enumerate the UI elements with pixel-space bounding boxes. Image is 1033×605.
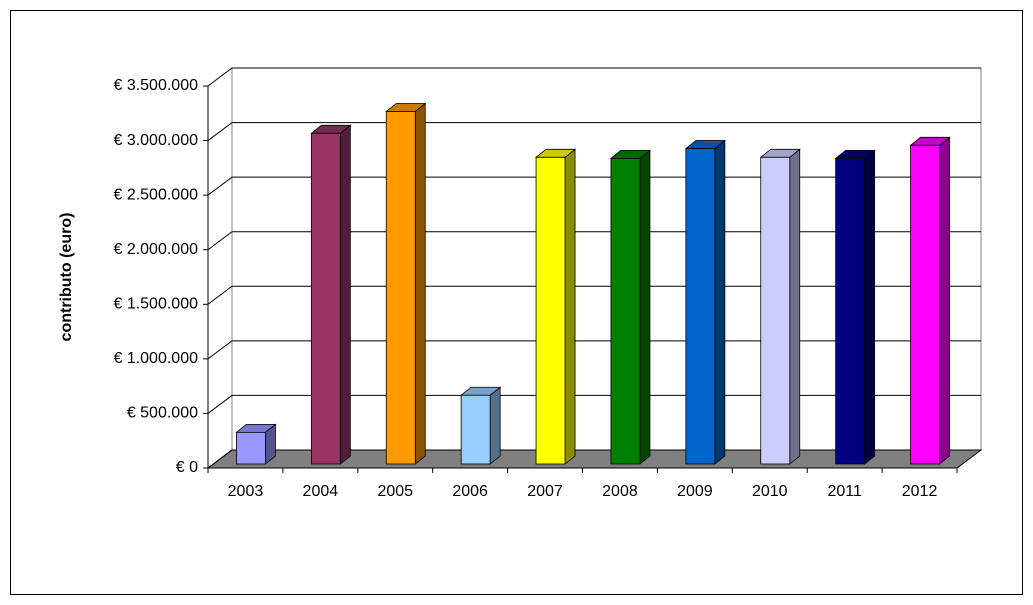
y-tick-label: € 3.500.000 xyxy=(113,77,198,94)
y-tick-label: € 1.000.000 xyxy=(113,350,198,367)
bar-side xyxy=(789,148,801,465)
x-tick-label: 2004 xyxy=(303,483,339,500)
x-tick-label: 2009 xyxy=(677,483,713,500)
y-axis-title: contributo (euro) xyxy=(58,213,75,342)
grid-line xyxy=(207,231,981,251)
bar-side xyxy=(414,102,426,465)
bar xyxy=(910,144,940,465)
x-tick-label: 2007 xyxy=(527,483,563,500)
x-tick-label: 2005 xyxy=(377,483,413,500)
grid-line xyxy=(207,340,981,360)
bar xyxy=(310,132,341,465)
bar xyxy=(460,394,491,465)
bar-side xyxy=(564,148,576,465)
y-tick-label: € 0 xyxy=(176,459,198,476)
bar-side xyxy=(489,386,501,465)
bar-side xyxy=(639,149,651,465)
grid-line xyxy=(207,449,981,469)
y-tick-label: € 1.500.000 xyxy=(113,296,198,313)
grid-line xyxy=(207,67,981,87)
x-tick-label: 2008 xyxy=(602,483,638,500)
x-tick-label: 2003 xyxy=(228,483,264,500)
bar-side xyxy=(339,124,351,465)
x-tick-label: 2010 xyxy=(752,483,788,500)
bar xyxy=(760,156,791,465)
bar-side xyxy=(939,136,950,465)
grid-line xyxy=(207,285,981,305)
bar xyxy=(236,431,266,465)
grid-line xyxy=(207,176,981,196)
x-tick-label: 2012 xyxy=(902,483,938,500)
x-tick-label: 2011 xyxy=(827,483,862,500)
y-tick-label: € 2.500.000 xyxy=(113,186,198,203)
grid-line xyxy=(207,122,981,141)
bar xyxy=(685,148,716,465)
bar xyxy=(835,157,866,465)
bar-side xyxy=(864,149,876,465)
bar xyxy=(610,157,641,465)
y-tick-label: € 2.000.000 xyxy=(113,241,198,258)
y-tick-label: € 3.000.000 xyxy=(113,132,198,149)
y-tick-label: € 500.000 xyxy=(127,405,198,422)
x-tick-label: 2006 xyxy=(452,483,488,500)
bar xyxy=(535,156,566,465)
grid-line xyxy=(207,394,981,414)
bar xyxy=(385,111,416,465)
bar-side xyxy=(714,139,726,465)
